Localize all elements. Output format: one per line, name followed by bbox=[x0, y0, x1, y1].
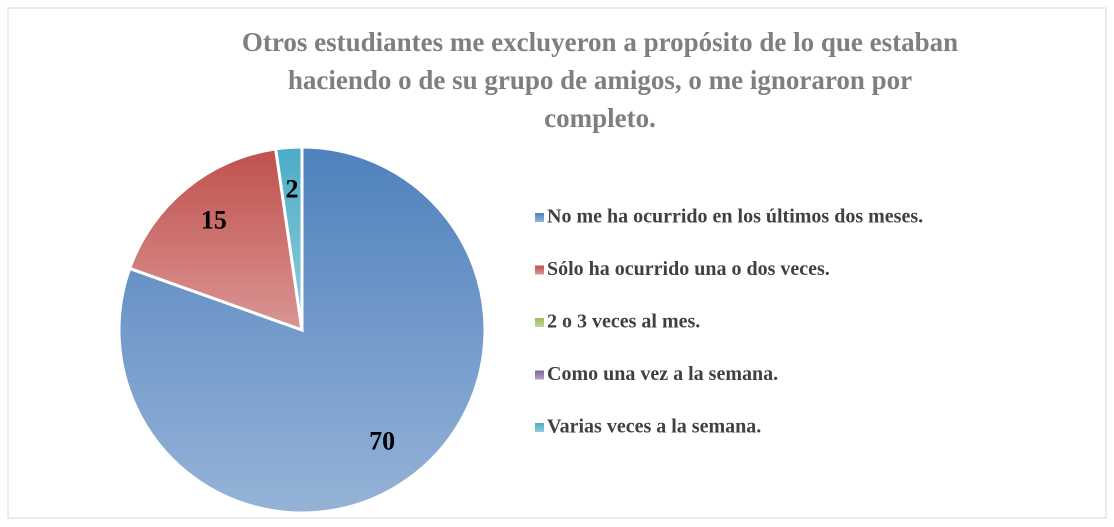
legend-label: No me ha ocurrido en los últimos dos mes… bbox=[547, 206, 923, 228]
data-label: 70 bbox=[369, 427, 395, 456]
legend-swatch bbox=[535, 213, 544, 222]
legend-swatch bbox=[535, 423, 544, 432]
data-label: 15 bbox=[201, 205, 227, 234]
chart-title: Otros estudiantes me excluyeron a propós… bbox=[242, 27, 958, 57]
data-label: 2 bbox=[285, 174, 298, 203]
pie-slice bbox=[273, 145, 304, 331]
legend-label: 2 o 3 veces al mes. bbox=[547, 311, 700, 333]
legend-swatch bbox=[535, 265, 544, 275]
legend-swatch bbox=[535, 318, 544, 327]
chart-title: haciendo o de su grupo de amigos, o me i… bbox=[288, 65, 912, 95]
legend-swatch bbox=[535, 370, 544, 380]
pie-slice bbox=[127, 147, 304, 333]
legend-label: Varias veces a la semana. bbox=[547, 416, 761, 438]
legend-label: Sólo ha ocurrido una o dos veces. bbox=[547, 258, 830, 280]
legend-label: Como una vez a la semana. bbox=[547, 363, 778, 385]
chart-title: completo. bbox=[544, 103, 656, 133]
